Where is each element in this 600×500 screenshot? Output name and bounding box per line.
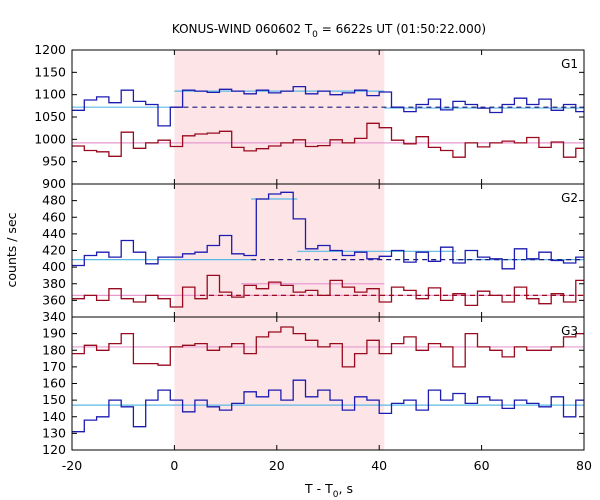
y-tick-label: 1200 xyxy=(34,42,66,57)
xlabel-main: T - T xyxy=(304,481,333,496)
y-tick-label: 150 xyxy=(42,392,66,407)
y-tick-label: 1050 xyxy=(34,109,66,124)
series-red-g2 xyxy=(72,274,584,308)
panel-label: G1 xyxy=(561,57,578,71)
y-tick-label: 360 xyxy=(42,292,66,307)
plot-area: 90095010001050110011501200G1340360380400… xyxy=(34,42,592,473)
y-tick-label: 120 xyxy=(42,442,66,457)
x-tick-label: 60 xyxy=(474,458,490,473)
y-tick-label: 1150 xyxy=(34,64,66,79)
series-red-g3 xyxy=(72,326,584,368)
xlabel-rest: , s xyxy=(339,481,353,496)
y-tick-label: 130 xyxy=(42,425,66,440)
x-tick-label: 80 xyxy=(576,458,592,473)
shaded-interval xyxy=(174,50,385,450)
series-blue-g3 xyxy=(72,379,584,433)
x-tick-label: 0 xyxy=(170,458,178,473)
y-tick-label: 480 xyxy=(42,193,66,208)
y-tick-label: 340 xyxy=(42,309,66,324)
x-tick-label: -20 xyxy=(62,458,82,473)
panel-frame xyxy=(71,316,585,451)
y-tick-label: 440 xyxy=(42,226,66,241)
title-rest: = 6622s UT (01:50:22.000) xyxy=(318,22,486,36)
y-tick-label: 1100 xyxy=(34,87,66,102)
y-tick-label: 460 xyxy=(42,209,66,224)
series-red-g1 xyxy=(72,122,584,158)
title-subscript: 0 xyxy=(312,30,318,40)
y-tick-label: 180 xyxy=(42,342,66,357)
title-main: KONUS-WIND 060602 T xyxy=(172,22,313,36)
y-tick-label: 420 xyxy=(42,243,66,258)
x-tick-label: 40 xyxy=(371,458,387,473)
y-tick-label: 400 xyxy=(42,259,66,274)
y-tick-label: 190 xyxy=(42,326,66,341)
panel-label: G3 xyxy=(561,324,578,338)
x-tick-label: 20 xyxy=(269,458,285,473)
panel-label: G2 xyxy=(561,191,578,205)
x-axis-label: T - T0, s xyxy=(304,481,353,500)
xlabel-subscript: 0 xyxy=(333,490,339,500)
chart-title: KONUS-WIND 060602 T0 = 6622s UT (01:50:2… xyxy=(172,22,486,40)
y-tick-label: 380 xyxy=(42,276,66,291)
panel-g1: 900 950 1000 1050 1100 1150 1200 G1 xyxy=(34,42,585,191)
y-tick-label: 950 xyxy=(42,154,66,169)
y-tick-label: 1000 xyxy=(34,131,66,146)
y-tick-label: 900 xyxy=(42,176,66,191)
y-tick-label: 170 xyxy=(42,359,66,374)
y-axis-label: counts / sec xyxy=(4,212,19,287)
y-tick-label: 140 xyxy=(42,409,66,424)
y-tick-label: 160 xyxy=(42,376,66,391)
series-blue-g2 xyxy=(72,191,584,270)
series-blue-g1 xyxy=(72,85,584,127)
